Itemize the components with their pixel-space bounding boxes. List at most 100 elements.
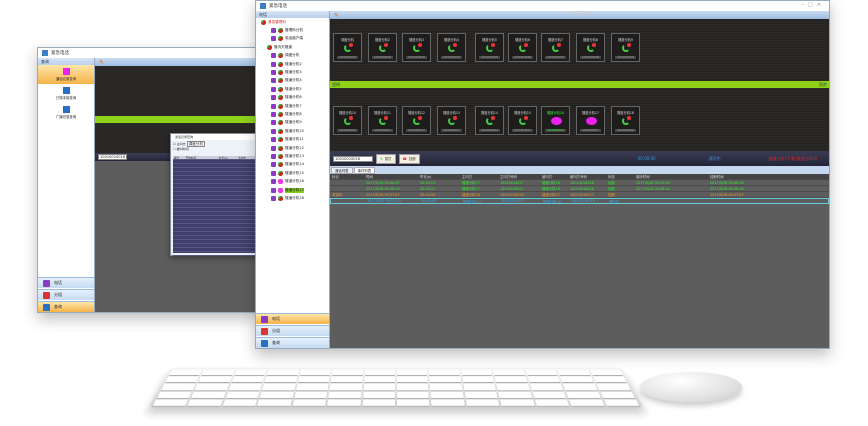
record-row[interactable] [173,172,257,176]
column-header[interactable]: 标记 [332,175,339,179]
tree-item[interactable]: 隧道分机11 [261,135,329,143]
table-row[interactable]: 2017/9/28 09:44:37 00:00:11 隧道分机17 10010010… [330,180,829,186]
column-header[interactable]: 编号 [174,157,180,159]
extension-tile[interactable]: 隧道分机9 10010010009 [611,33,640,62]
column-header[interactable]: 时间 [366,175,373,179]
record-row[interactable] [173,196,257,200]
caller-field[interactable]: 调度分机 [186,141,206,147]
nav-0[interactable]: 电话 [256,313,329,324]
record-row[interactable] [173,192,257,196]
column-header[interactable]: 被叫方 [542,175,553,179]
tree-item[interactable]: 隧道分机18 [261,194,329,202]
tree-item[interactable]: 管理科分机 [261,26,329,34]
record-row[interactable] [173,168,257,172]
time-checkbox[interactable]: 被叫时间 [176,147,189,151]
nav-2[interactable]: 查询 [38,301,94,312]
column-header[interactable]: 主叫方 [462,175,473,179]
tree-item[interactable]: 隧道分机14 [261,161,329,169]
module-dropdown[interactable]: 电话 [256,11,329,18]
extension-tile[interactable]: 隧道分机15 10010010015 [508,106,537,135]
hangup-button[interactable]: ☎ 挂断 [398,153,420,164]
extension-tile[interactable]: 隧道分机18 10010010018 [611,106,640,135]
column-header[interactable]: 状态 [608,175,615,179]
record-row[interactable] [173,212,257,216]
record-row[interactable] [173,160,257,164]
edit-icon[interactable]: ✎ [99,59,105,66]
tree-item[interactable]: 隧道分机3 [261,68,329,76]
extension-tile[interactable]: 隧道分机17 10010010017 [576,106,605,135]
tree-item[interactable]: 隧道分机8 [261,110,329,118]
extension-tile[interactable]: 隧道分机4 10010010004 [437,33,466,62]
extension-tile[interactable]: 隧道分机11 10010010011 [368,106,397,135]
tree-item[interactable]: 隧道分机17 [261,186,329,194]
tab-1[interactable]: 事件列表 [353,167,376,174]
tree-item[interactable]: 隧道分机13 [261,152,329,160]
tree-item[interactable]: 隧道分机7 [261,102,329,110]
tree-item[interactable]: 电话值户端 [261,35,329,43]
extension-tile[interactable]: 隧道分机5 10010010005 [475,33,504,62]
edit-icon[interactable]: ✎ [334,12,340,19]
table-row[interactable]: 未接听 2017/9/28 09:51:47 00:00:00 隧道分机16 10010… [330,192,829,198]
tree-item[interactable]: 隧道分机9 [261,119,329,127]
nav-2[interactable]: 查询 [256,337,329,348]
record-row[interactable] [173,176,257,180]
record-row[interactable] [173,204,257,208]
record-row[interactable] [173,164,257,168]
record-row[interactable] [173,228,257,232]
record-row[interactable] [173,252,257,256]
tab-0[interactable]: 通话列表 [331,167,353,174]
tree-item[interactable]: 隧道分机12 [261,144,329,152]
record-row[interactable] [173,216,257,220]
menu-item[interactable]: 广播记录查询 [38,103,94,122]
tree-item[interactable]: 隧道分机16 [261,177,329,185]
tree-item[interactable]: 调度分机 [261,52,329,60]
tree-item[interactable]: 隧道分机2 [261,60,329,68]
menu-item[interactable]: 已拨未接查询 [38,84,94,103]
column-header[interactable]: 挂断时间 [710,175,724,179]
record-row[interactable] [173,188,257,192]
extension-tile[interactable]: 隧道分机2 10010010002 [368,33,397,62]
extension-tile[interactable]: 隧道分机12 10010010012 [402,106,431,135]
extension-tile[interactable]: 隧道分机14 10010010014 [475,106,504,135]
number-input[interactable]: 10010010016 [333,155,373,162]
extension-tile[interactable]: 隧道分机3 10010010003 [402,33,431,62]
tree-item[interactable]: 紧急管理科 [261,18,329,26]
record-row[interactable] [173,220,257,224]
column-header[interactable]: 主叫方 [238,157,247,159]
tree-item[interactable]: 隧道分机4 [261,77,329,85]
extension-tile[interactable]: 隧道分机6 10010010006 [508,33,537,62]
record-row[interactable] [173,224,257,228]
extension-tile[interactable]: 隧道分机8 10010010008 [576,33,605,62]
tree-item[interactable]: 隧道分机5 [261,85,329,93]
column-header[interactable]: 时长(s) [420,175,432,179]
window-controls[interactable]: –□× [801,2,825,8]
record-row[interactable] [173,248,257,252]
nav-0[interactable]: 电话 [38,277,94,288]
tree-item[interactable]: 隧道分机10 [261,127,329,135]
column-header[interactable]: 时长(s) [218,157,228,159]
module-dropdown[interactable]: 查询 [38,58,94,65]
menu-item[interactable]: 通话记录查询 [38,65,94,84]
record-row[interactable] [173,208,257,212]
nav-1[interactable]: 分组 [38,289,94,300]
tree-item[interactable]: 管沟天隧道 [261,43,329,51]
table-row[interactable]: 2017/9/28 09:52:29 00:00:00 隧道分机17 10010010… [330,198,829,204]
record-row[interactable] [173,184,257,188]
nav-1[interactable]: 分组 [256,325,329,336]
extension-tile[interactable]: 隧道分机13 10010010013 [437,106,466,135]
record-row[interactable] [173,180,257,184]
column-header[interactable]: 接听时间 [636,175,650,179]
record-row[interactable] [173,240,257,244]
number-input[interactable]: 10010010016 [98,154,128,160]
caller-checkbox[interactable]: 主叫方 [176,142,186,146]
extension-tile[interactable]: 隧道分机10 10010010010 [333,106,362,135]
column-header[interactable]: 开始时间 [185,157,197,159]
record-row[interactable] [173,200,257,204]
record-row[interactable] [173,244,257,248]
extension-tile[interactable]: 隧道分机16 10010010016 [541,106,570,135]
extension-tile[interactable]: 隧道分机7 10010010007 [541,33,570,62]
record-row[interactable] [173,232,257,236]
table-row[interactable]: 2017/9/28 09:46:20 00:00:22 隧道分机17 10010010… [330,186,829,192]
record-row[interactable] [173,236,257,240]
column-header[interactable]: 主叫方号码 [500,175,517,179]
